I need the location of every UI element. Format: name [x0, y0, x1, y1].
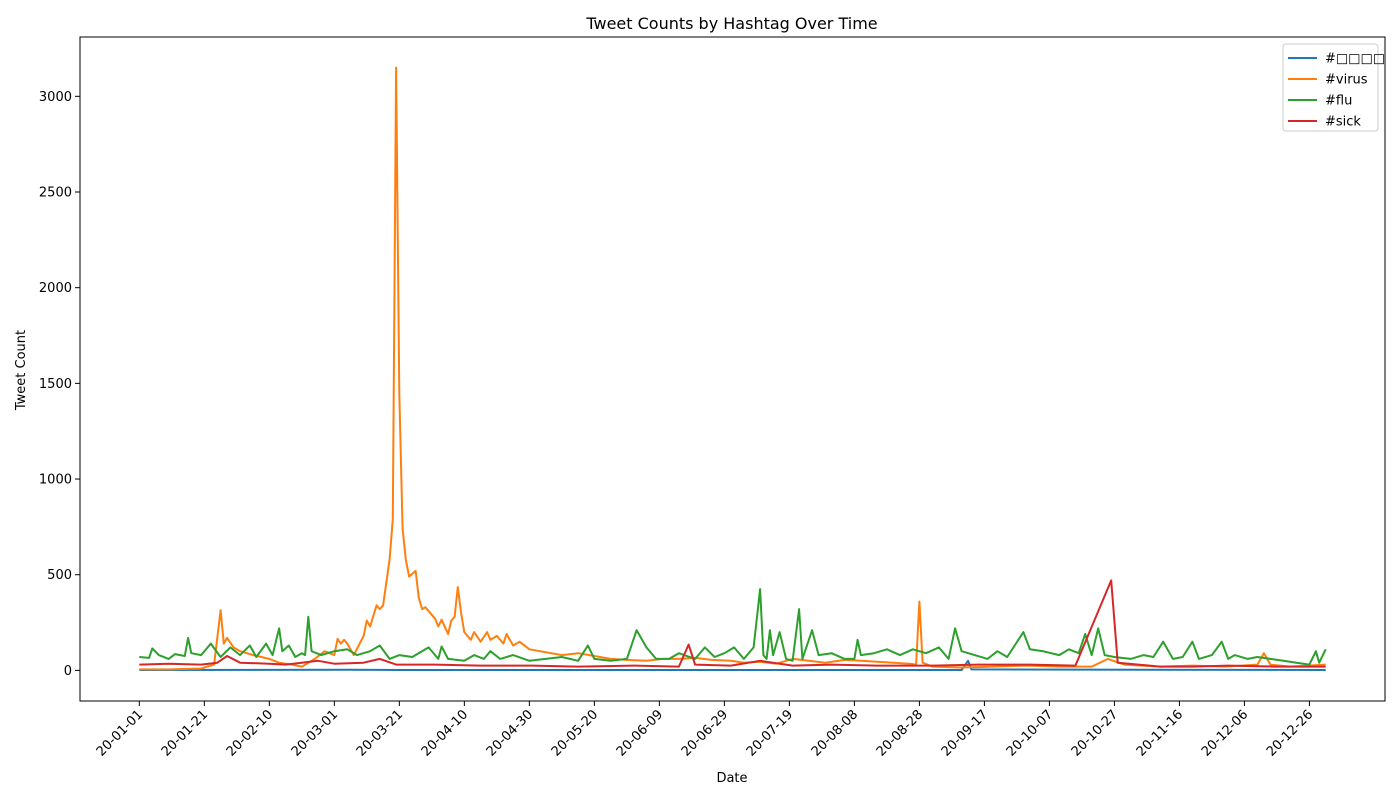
x-tick-label: 20-03-21	[354, 707, 406, 759]
legend-box	[1282, 43, 1379, 132]
x-tick-label: 20-02-10	[224, 707, 276, 759]
legend-label-2: #flu	[1325, 94, 1352, 109]
x-tick-label: 20-11-16	[1134, 707, 1186, 759]
legend-label-0: #□□□□	[1325, 52, 1385, 67]
plot-area	[139, 66, 1327, 671]
y-tick-label: 3000	[39, 90, 72, 105]
series-line-2	[139, 588, 1327, 666]
y-tick-label: 1500	[39, 377, 72, 392]
x-tick-label: 20-04-10	[419, 707, 471, 759]
x-tick-label: 20-01-01	[94, 707, 146, 759]
x-tick-label: 20-04-30	[484, 707, 536, 759]
x-tick-label: 20-10-07	[1004, 707, 1056, 759]
series-line-1	[139, 66, 1326, 671]
plot-frame	[79, 36, 1386, 702]
x-tick-label: 20-06-09	[614, 707, 666, 759]
series-line-3	[139, 579, 1326, 668]
x-tick-label: 20-12-06	[1199, 707, 1251, 759]
x-tick-label: 20-12-26	[1264, 707, 1316, 759]
legend-label-3: #sick	[1325, 115, 1361, 130]
y-tick-label: 1000	[39, 473, 72, 488]
x-tick-label: 20-08-08	[809, 707, 861, 759]
x-tick-label: 20-10-27	[1069, 707, 1121, 759]
y-tick-label: 2500	[39, 185, 72, 200]
x-axis-label: Date	[716, 771, 747, 786]
legend-label-1: #virus	[1325, 73, 1368, 88]
x-tick-label: 20-06-29	[679, 707, 731, 759]
x-tick-label: 20-09-17	[939, 707, 991, 759]
x-tick-label: 20-03-01	[289, 707, 341, 759]
y-axis-label: Tweet Count	[14, 330, 29, 411]
chart-title: Tweet Counts by Hashtag Over Time	[585, 14, 877, 33]
y-tick-label: 2000	[39, 281, 72, 296]
series-line-0	[139, 659, 1326, 671]
legend: #□□□□ #virus #flu #sick	[1282, 43, 1385, 132]
x-tick-label: 20-01-21	[159, 707, 211, 759]
x-tick-label: 20-07-19	[744, 707, 796, 759]
x-tick-label: 20-05-20	[549, 707, 601, 759]
y-tick-label: 500	[47, 568, 72, 583]
y-tick-label: 0	[64, 664, 72, 679]
x-tick-label: 20-08-28	[874, 707, 926, 759]
